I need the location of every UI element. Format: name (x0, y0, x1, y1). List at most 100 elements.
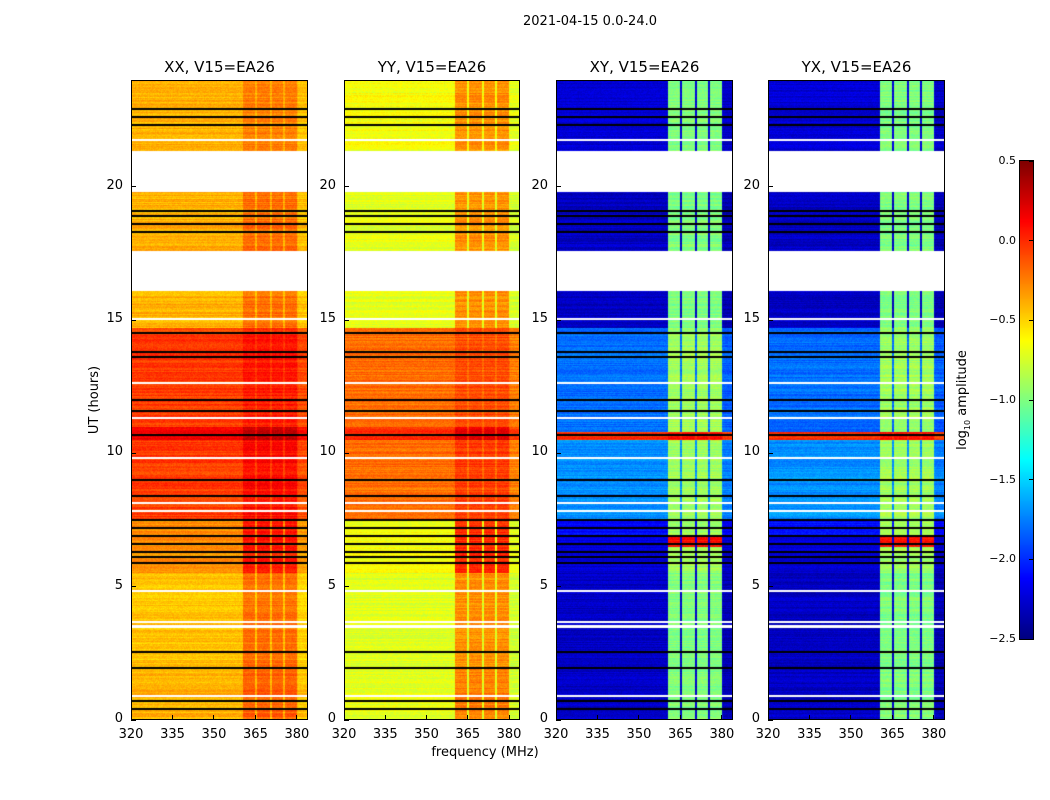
y-tick-mark (556, 319, 561, 321)
colorbar-tick-label: −1.5 (989, 472, 1016, 486)
y-tick-mark (131, 719, 136, 721)
y-tick-label: 15 (531, 311, 548, 326)
y-tick-label: 5 (751, 577, 760, 593)
colorbar-tick-mark (1029, 399, 1034, 401)
x-tick-mark (891, 715, 893, 720)
colorbar-tick-mark (1029, 638, 1034, 640)
x-tick-label: 335 (585, 727, 610, 742)
x-tick-label: 365 (668, 727, 693, 742)
y-tick-mark (344, 719, 349, 721)
y-tick-mark (768, 186, 773, 188)
colorbar-tick-mark (1029, 160, 1034, 162)
heatmap-panel-yx: YX, V15=EA26 320 335 350 365 380 0 5 10 15 20 (743, 58, 946, 742)
colorbar-gradient (1020, 161, 1033, 639)
y-tick-mark (768, 719, 773, 721)
x-tick-label: 365 (243, 727, 268, 742)
colorbar-tick-label: −2.5 (989, 632, 1016, 645)
y-tick-mark (131, 186, 136, 188)
x-tick-mark (808, 715, 810, 720)
y-tick-mark (556, 586, 561, 588)
y-axis-label: UT (hours) (87, 365, 102, 435)
heatmap-image (768, 80, 945, 720)
x-tick-mark (679, 715, 681, 720)
x-tick-mark (171, 715, 173, 720)
y-tick-mark (344, 452, 349, 454)
y-tick-label: 5 (114, 577, 123, 593)
x-tick-label: 380 (921, 727, 947, 742)
colorbar-label-tail: amplitude (955, 350, 970, 420)
x-tick-label: 350 (626, 727, 652, 742)
x-tick-label: 380 (709, 727, 735, 742)
x-tick-label: 380 (496, 727, 522, 742)
x-tick-mark (213, 715, 215, 720)
colorbar-tick-label: −0.5 (989, 313, 1016, 327)
x-tick-mark (130, 715, 132, 720)
x-tick-mark (254, 715, 256, 720)
panel-title: XX, V15=EA26 (164, 58, 275, 76)
x-tick-label: 320 (331, 727, 357, 742)
colorbar-label-sub: 10 (962, 419, 972, 431)
colorbar-label: log10 amplitude (955, 350, 972, 450)
y-tick-mark (768, 452, 773, 454)
x-tick-mark (850, 715, 852, 720)
x-tick-mark (638, 715, 640, 720)
y-tick-label: 10 (106, 444, 123, 460)
colorbar-tick-mark (1029, 240, 1034, 242)
x-tick-mark (296, 715, 298, 720)
y-tick-label: 5 (327, 577, 336, 593)
y-tick-label: 20 (319, 177, 336, 193)
y-tick-mark (344, 186, 349, 188)
colorbar-tick-label: 0.0 (998, 233, 1017, 247)
y-tick-mark (344, 586, 349, 588)
y-tick-mark (344, 319, 349, 321)
x-tick-mark (721, 715, 723, 720)
x-tick-label: 350 (414, 727, 439, 742)
x-axis-label: frequency (MHz) (431, 745, 539, 760)
y-tick-label: 10 (743, 444, 760, 460)
x-tick-mark (384, 715, 386, 720)
y-tick-label: 10 (531, 444, 548, 460)
x-tick-label: 320 (118, 727, 144, 742)
y-tick-label: 20 (743, 177, 760, 193)
colorbar-tick-mark (1029, 479, 1034, 481)
x-tick-label: 365 (455, 727, 481, 742)
colorbar-label-main: log (955, 430, 970, 450)
heatmap-panel-yy: YY, V15=EA26 320 335 350 365 380 0 5 10 15 20 (319, 58, 521, 742)
panel-title: YY, V15=EA26 (377, 58, 487, 76)
y-tick-mark (768, 586, 773, 588)
heatmap-panel-xx: XX, V15=EA26 320 335 350 365 380 0 5 10 15 20 (106, 58, 309, 742)
panel-title: YX, V15=EA26 (801, 58, 912, 76)
y-tick-mark (131, 586, 136, 588)
x-tick-label: 335 (372, 727, 398, 742)
x-tick-label: 365 (880, 727, 905, 742)
y-tick-label: 20 (106, 177, 123, 193)
y-tick-label: 15 (319, 311, 336, 326)
figure-title: 2021-04-15 0.0-24.0 (523, 14, 657, 29)
heatmap-image (556, 80, 733, 720)
y-tick-label: 20 (531, 177, 548, 193)
colorbar-tick-mark (1029, 558, 1034, 560)
y-tick-label: 0 (751, 711, 760, 726)
y-tick-label: 15 (743, 311, 760, 326)
x-tick-mark (596, 715, 598, 720)
panel-title: XY, V15=EA26 (589, 58, 700, 76)
y-tick-label: 0 (327, 711, 336, 726)
colorbar-tick-label: −1.0 (989, 393, 1016, 406)
heatmap-image (344, 80, 520, 720)
y-tick-mark (556, 186, 561, 188)
x-tick-mark (555, 715, 557, 720)
x-tick-mark (508, 715, 510, 720)
heatmap-image (131, 80, 308, 720)
y-tick-label: 0 (539, 711, 548, 726)
y-tick-label: 5 (539, 577, 548, 593)
x-tick-label: 380 (284, 727, 310, 742)
y-tick-mark (131, 452, 136, 454)
y-tick-label: 0 (114, 711, 123, 726)
y-tick-mark (768, 319, 773, 321)
y-tick-mark (556, 719, 561, 721)
x-tick-label: 350 (838, 727, 864, 742)
colorbar-tick-mark (1029, 319, 1034, 321)
x-tick-label: 335 (160, 727, 185, 742)
x-tick-mark (343, 715, 345, 720)
x-tick-mark (933, 715, 935, 720)
